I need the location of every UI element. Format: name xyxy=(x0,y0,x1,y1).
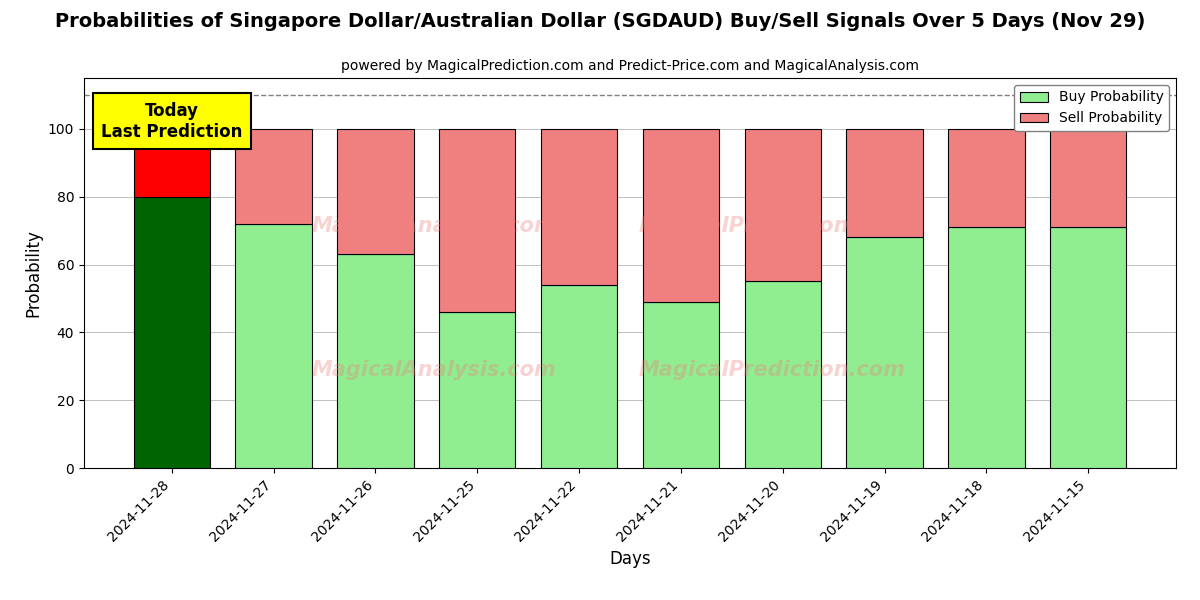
Bar xyxy=(337,129,414,254)
Bar xyxy=(643,302,719,468)
Bar xyxy=(541,285,617,468)
Bar xyxy=(133,197,210,468)
Text: Today
Last Prediction: Today Last Prediction xyxy=(101,102,242,140)
Bar xyxy=(948,129,1025,227)
Text: Probabilities of Singapore Dollar/Australian Dollar (SGDAUD) Buy/Sell Signals Ov: Probabilities of Singapore Dollar/Austra… xyxy=(55,12,1145,31)
Bar xyxy=(235,224,312,468)
Bar xyxy=(133,129,210,197)
Bar xyxy=(439,312,516,468)
Text: MagicalAnalysis.com: MagicalAnalysis.com xyxy=(311,216,556,236)
Bar xyxy=(1050,227,1127,468)
Text: MagicalAnalysis.com: MagicalAnalysis.com xyxy=(311,361,556,380)
Text: MagicalPrediction.com: MagicalPrediction.com xyxy=(638,361,905,380)
Bar xyxy=(439,129,516,312)
Bar xyxy=(541,129,617,285)
Bar xyxy=(337,254,414,468)
Bar xyxy=(1050,129,1127,227)
Y-axis label: Probability: Probability xyxy=(24,229,42,317)
Bar xyxy=(846,129,923,238)
Text: MagicalPrediction.com: MagicalPrediction.com xyxy=(638,216,905,236)
X-axis label: Days: Days xyxy=(610,550,650,568)
Bar xyxy=(744,281,821,468)
Bar xyxy=(235,129,312,224)
Bar xyxy=(948,227,1025,468)
Bar xyxy=(744,129,821,281)
Bar xyxy=(643,129,719,302)
Title: powered by MagicalPrediction.com and Predict-Price.com and MagicalAnalysis.com: powered by MagicalPrediction.com and Pre… xyxy=(341,59,919,73)
Legend: Buy Probability, Sell Probability: Buy Probability, Sell Probability xyxy=(1014,85,1169,131)
Bar xyxy=(846,238,923,468)
